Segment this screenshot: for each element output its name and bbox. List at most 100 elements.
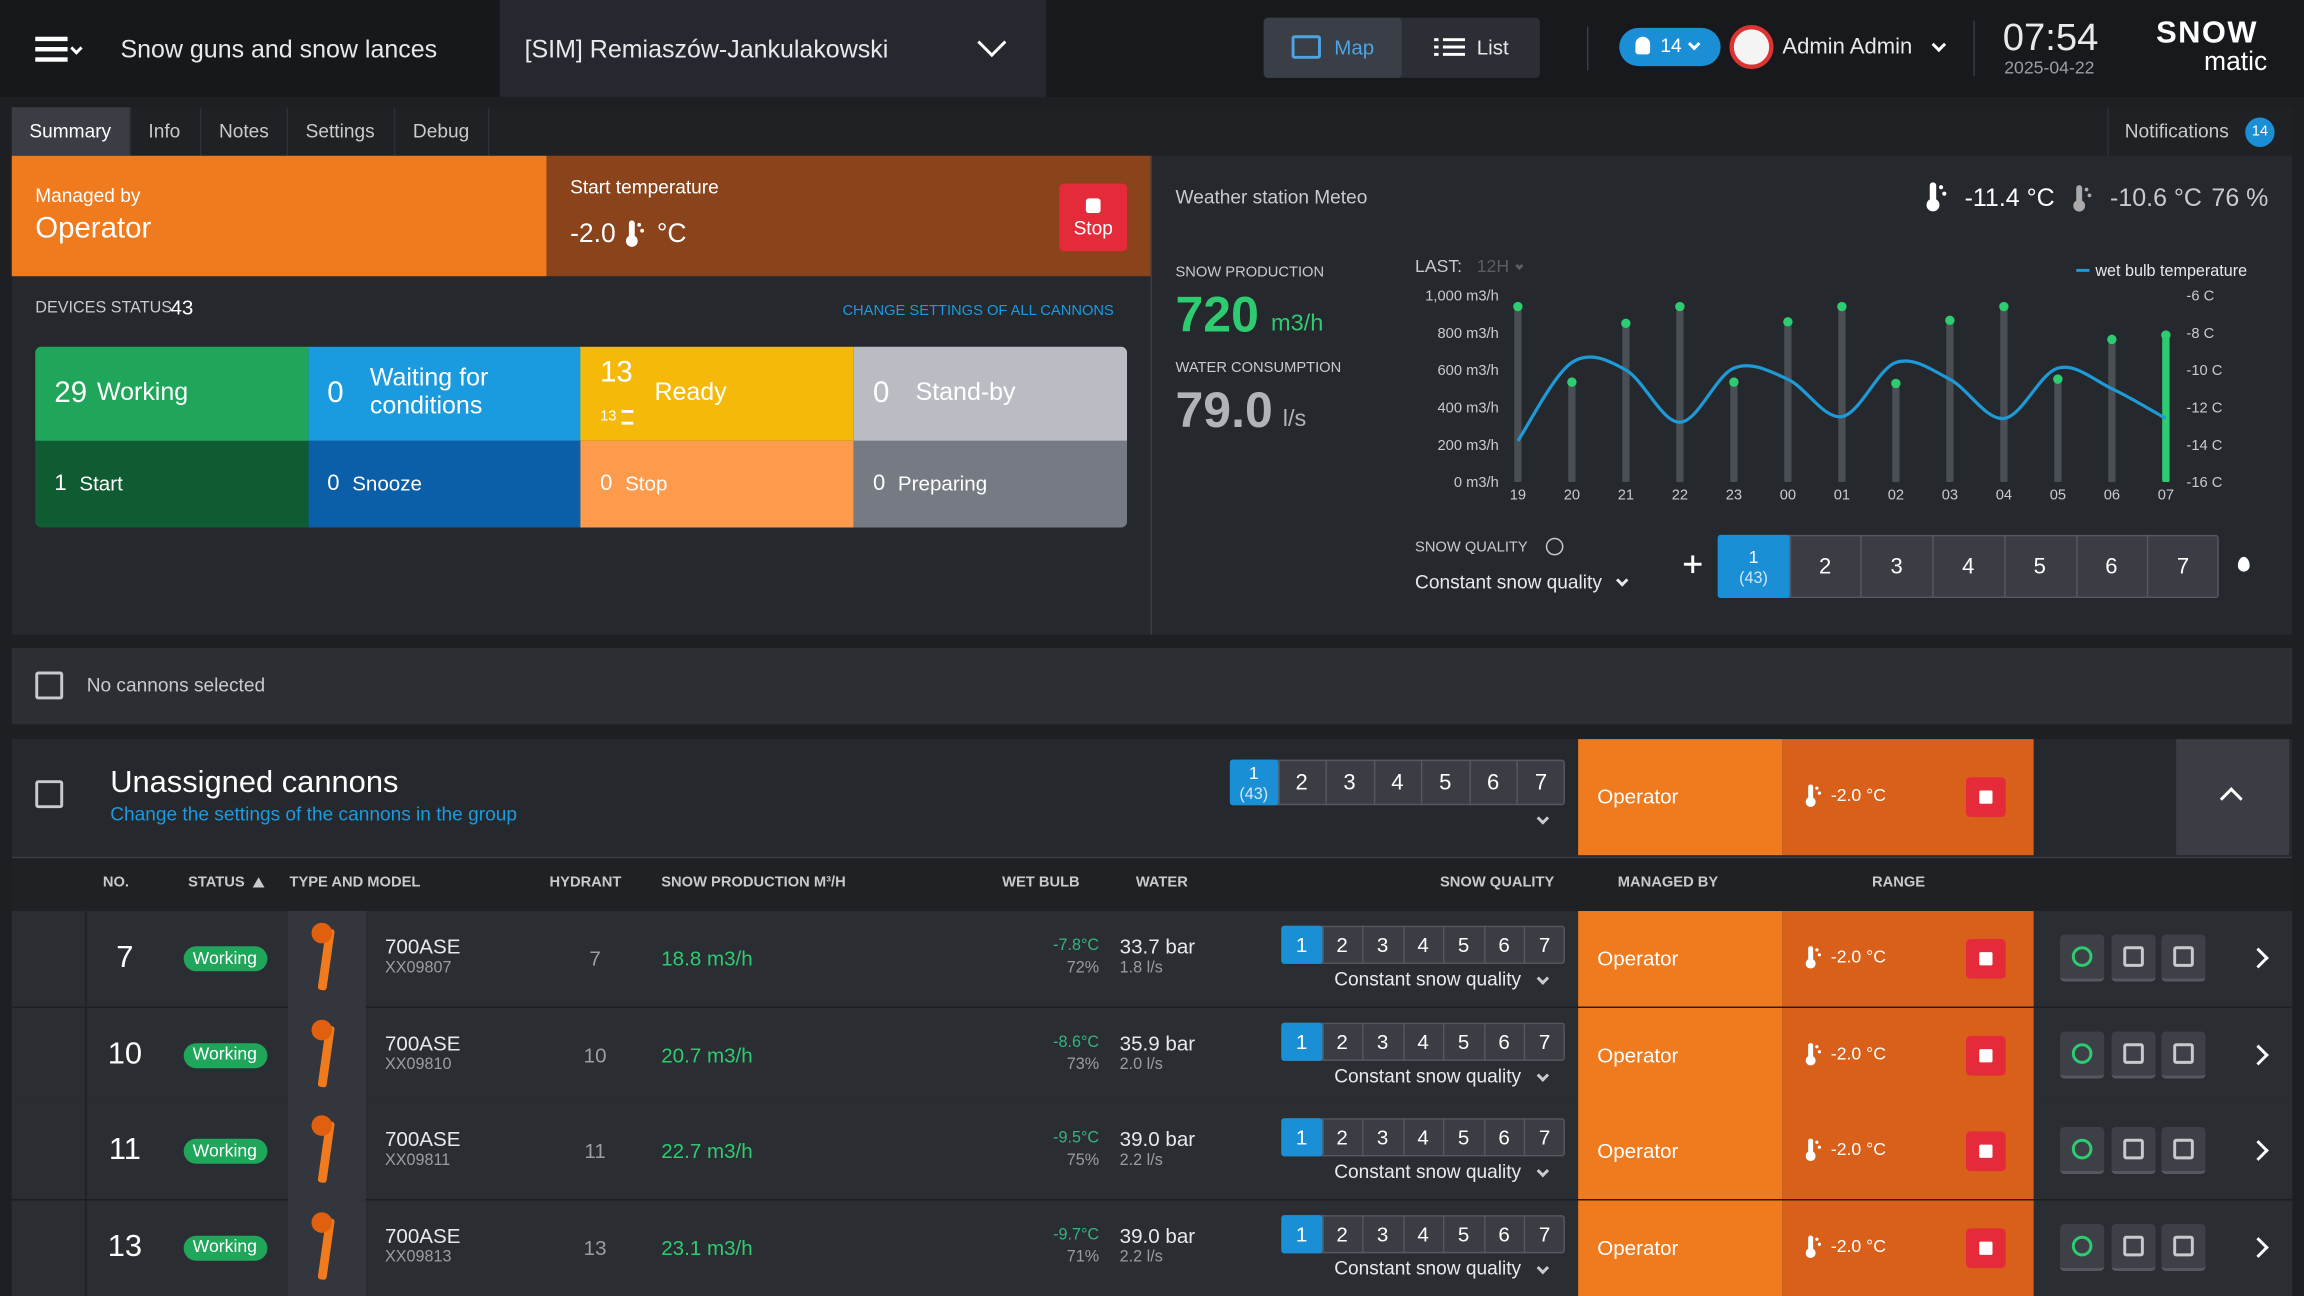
notifications-label[interactable]: Notifications bbox=[2124, 119, 2229, 142]
quality-level-label[interactable]: 3 bbox=[1343, 769, 1356, 795]
row-quality-mode[interactable]: Constant snow quality bbox=[1334, 967, 1522, 990]
quality-level-label[interactable]: 2 bbox=[1295, 769, 1308, 795]
quality-level[interactable] bbox=[1483, 925, 1525, 964]
quality-level[interactable] bbox=[1229, 759, 1278, 806]
quality-level[interactable] bbox=[1321, 1021, 1363, 1061]
quality-level-label[interactable]: 6 bbox=[1498, 1125, 1510, 1149]
quality-level[interactable] bbox=[1281, 1118, 1322, 1157]
quality-level-label[interactable]: 4 bbox=[1417, 1125, 1429, 1149]
quality-level-label[interactable]: 4 bbox=[1962, 553, 1975, 579]
site-selector[interactable] bbox=[499, 0, 1047, 97]
quality-level[interactable] bbox=[1362, 1214, 1403, 1253]
quality-level[interactable] bbox=[1277, 759, 1326, 806]
row-action-button[interactable] bbox=[2161, 1223, 2206, 1271]
quality-level[interactable] bbox=[1402, 925, 1444, 964]
status-tile[interactable] bbox=[580, 440, 855, 528]
row-action-button[interactable] bbox=[2111, 934, 2156, 982]
quality-level-label[interactable]: 2 bbox=[1818, 553, 1832, 579]
quality-level[interactable] bbox=[1321, 925, 1363, 964]
quality-level-label[interactable]: 1 bbox=[1295, 1029, 1308, 1053]
avatar[interactable] bbox=[1729, 24, 1774, 70]
quality-level-label[interactable]: 5 bbox=[1439, 769, 1452, 795]
quality-level[interactable] bbox=[1362, 1118, 1403, 1157]
list-label[interactable]: List bbox=[1476, 35, 1509, 59]
quality-level-label[interactable]: 2 bbox=[1336, 932, 1348, 957]
quality-level-label[interactable]: 6 bbox=[1498, 1221, 1510, 1246]
quality-level-label[interactable]: 4 bbox=[1417, 1221, 1429, 1246]
quality-level[interactable] bbox=[1789, 534, 1861, 599]
quality-level[interactable] bbox=[1421, 759, 1469, 806]
quality-level[interactable] bbox=[1443, 1214, 1484, 1253]
status-tile[interactable] bbox=[35, 440, 309, 528]
group-checkbox[interactable] bbox=[35, 780, 64, 809]
quality-level-label[interactable]: 3 bbox=[1376, 1221, 1389, 1246]
quality-level[interactable] bbox=[1443, 1118, 1484, 1157]
quality-level[interactable] bbox=[1524, 1214, 1565, 1253]
quality-level[interactable] bbox=[1483, 1021, 1525, 1061]
row-action-button[interactable] bbox=[2161, 1030, 2206, 1078]
quality-level[interactable] bbox=[1860, 534, 1933, 599]
map-button[interactable] bbox=[1263, 17, 1402, 78]
quality-level[interactable] bbox=[1402, 1021, 1444, 1061]
quality-level[interactable] bbox=[1362, 925, 1403, 964]
quality-level[interactable] bbox=[2004, 534, 2076, 599]
tab-label[interactable]: Debug bbox=[412, 119, 470, 142]
menu-icon-bar[interactable] bbox=[35, 36, 68, 42]
quality-level[interactable] bbox=[1717, 534, 1790, 599]
quality-level-label[interactable]: 1 bbox=[1295, 1125, 1308, 1149]
quality-level[interactable] bbox=[1932, 534, 2004, 599]
stop-label[interactable]: Stop bbox=[1073, 216, 1113, 239]
quality-level-label[interactable]: 1 bbox=[1295, 1221, 1308, 1246]
quality-level-label[interactable]: 4 bbox=[1417, 932, 1429, 957]
quality-level-label[interactable]: 2 bbox=[1336, 1029, 1348, 1053]
quality-level-label[interactable]: 7 bbox=[1538, 1125, 1551, 1149]
row-action-button[interactable] bbox=[2111, 1030, 2156, 1078]
quality-level-label[interactable]: 7 bbox=[1538, 1221, 1551, 1246]
group-subtitle[interactable]: Change the settings of the cannons in th… bbox=[110, 803, 517, 826]
status-tile[interactable] bbox=[308, 440, 582, 528]
status-tile[interactable] bbox=[35, 346, 309, 441]
quality-level[interactable] bbox=[1469, 759, 1517, 806]
tab[interactable] bbox=[201, 107, 288, 156]
quality-level-label[interactable]: 5 bbox=[1457, 1221, 1470, 1246]
quality-level-label[interactable]: 4 bbox=[1417, 1029, 1429, 1053]
change-settings-link[interactable]: CHANGE SETTINGS OF ALL CANNONS bbox=[842, 303, 1114, 320]
row-quality-mode[interactable]: Constant snow quality bbox=[1334, 1160, 1522, 1183]
quality-level[interactable] bbox=[1517, 759, 1565, 806]
quality-level-label[interactable]: 6 bbox=[1486, 769, 1500, 795]
tab[interactable] bbox=[288, 107, 396, 156]
last-value[interactable]: 12H bbox=[1476, 255, 1510, 277]
tab[interactable] bbox=[11, 107, 131, 156]
quality-level-label[interactable]: 1 bbox=[1295, 932, 1308, 957]
quality-level[interactable] bbox=[1373, 759, 1421, 806]
quality-level[interactable] bbox=[1443, 925, 1484, 964]
notifications-tab[interactable] bbox=[2107, 107, 2292, 156]
row-quality-mode[interactable]: Constant snow quality bbox=[1334, 1063, 1522, 1086]
snow-quality-mode[interactable]: Constant snow quality bbox=[1415, 570, 1602, 593]
quality-level[interactable] bbox=[1321, 1214, 1363, 1253]
row-action-button[interactable] bbox=[2161, 934, 2206, 982]
quality-level[interactable] bbox=[1281, 1021, 1322, 1061]
quality-level[interactable] bbox=[1443, 1021, 1484, 1061]
row-action-button[interactable] bbox=[2111, 1223, 2156, 1271]
status-tile[interactable] bbox=[308, 346, 582, 441]
user-name[interactable]: Admin Admin bbox=[1782, 34, 1913, 60]
quality-level-label[interactable]: 7 bbox=[1534, 769, 1548, 795]
status-tile[interactable] bbox=[853, 440, 1128, 528]
status-tile[interactable] bbox=[853, 346, 1128, 441]
quality-level-label[interactable]: 5 bbox=[1457, 932, 1470, 957]
quality-level[interactable] bbox=[1524, 1021, 1565, 1061]
quality-level-label[interactable]: 2 bbox=[1336, 1221, 1348, 1246]
tab[interactable] bbox=[131, 107, 202, 156]
tab-label[interactable]: Info bbox=[148, 119, 181, 142]
quality-level-label[interactable]: 3 bbox=[1376, 932, 1389, 957]
row-action-button[interactable] bbox=[2111, 1127, 2156, 1175]
quality-level[interactable] bbox=[1362, 1021, 1403, 1061]
quality-level[interactable] bbox=[1402, 1118, 1444, 1157]
quality-level-label[interactable]: 2 bbox=[1336, 1125, 1348, 1149]
select-all-checkbox[interactable] bbox=[35, 671, 64, 700]
quality-level[interactable] bbox=[1524, 925, 1565, 964]
quality-level-label[interactable]: 1 bbox=[1248, 762, 1259, 783]
quality-level-label[interactable]: 7 bbox=[1538, 932, 1551, 957]
quality-level[interactable] bbox=[2075, 534, 2148, 599]
